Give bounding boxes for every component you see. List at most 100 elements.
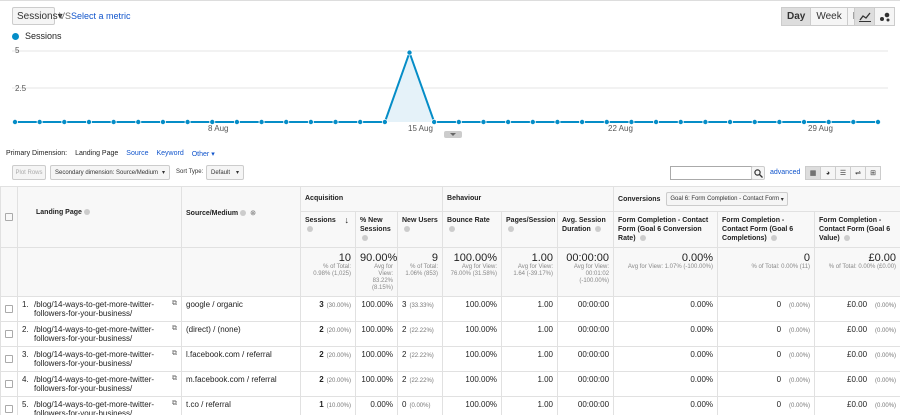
sessions-data-point[interactable] <box>406 49 413 56</box>
pages-session-header[interactable]: Pages/Session <box>501 211 559 248</box>
sessions-data-point[interactable] <box>850 119 857 126</box>
sessions-data-point[interactable] <box>776 119 783 126</box>
sessions-data-point[interactable] <box>480 119 487 126</box>
period-week-button[interactable]: Week <box>810 7 848 26</box>
source-medium-header[interactable]: Source/Medium ⊗ <box>181 186 301 248</box>
new-users-header[interactable]: New Users <box>396 211 444 248</box>
sessions-line-chart[interactable]: 5 2.5 8 Aug 15 Aug 22 Aug 29 Aug <box>0 40 900 140</box>
sessions-data-point[interactable] <box>529 119 536 126</box>
motion-chart-button[interactable] <box>874 7 895 26</box>
primary-dimension-source[interactable]: Source <box>126 150 149 157</box>
sessions-data-point[interactable] <box>357 119 364 126</box>
source-medium-link[interactable]: (direct) / (none) <box>186 325 241 334</box>
row-checkbox[interactable] <box>5 305 13 313</box>
sessions-data-point[interactable] <box>135 119 142 126</box>
period-day-button[interactable]: Day <box>781 7 812 26</box>
sessions-data-point[interactable] <box>677 119 684 126</box>
pivot-view-button[interactable]: ⊞ <box>865 166 881 180</box>
performance-view-button[interactable]: ☰ <box>835 166 851 180</box>
sessions-data-point[interactable] <box>825 119 832 126</box>
table-row[interactable]: 3. /blog/14-ways-to-get-more-twitter-fol… <box>0 346 900 372</box>
sessions-data-point[interactable] <box>653 119 660 126</box>
chart-points[interactable] <box>11 49 882 126</box>
help-icon[interactable] <box>240 210 247 217</box>
sessions-data-point[interactable] <box>702 119 709 126</box>
help-icon[interactable] <box>83 209 90 216</box>
select-metric-link[interactable]: Select a metric <box>71 11 131 21</box>
select-all-cell[interactable] <box>0 186 18 248</box>
sessions-data-point[interactable] <box>209 119 216 126</box>
sessions-data-point[interactable] <box>36 119 43 126</box>
table-search-input[interactable] <box>670 166 752 180</box>
sessions-data-point[interactable] <box>332 119 339 126</box>
table-row[interactable]: 1. /blog/14-ways-to-get-more-twitter-fol… <box>0 296 900 322</box>
sessions-data-point[interactable] <box>431 119 438 126</box>
sessions-data-point[interactable] <box>283 119 290 126</box>
comparison-view-button[interactable]: ⇌ <box>850 166 866 180</box>
table-row[interactable]: 5. /blog/14-ways-to-get-more-twitter-fol… <box>0 396 900 415</box>
sessions-data-point[interactable] <box>603 119 610 126</box>
source-medium-link[interactable]: t.co / referral <box>186 400 231 409</box>
open-page-icon[interactable]: ⧉ <box>172 350 177 357</box>
landing-page-header[interactable]: Landing Page <box>17 186 182 248</box>
open-page-icon[interactable]: ⧉ <box>172 325 177 332</box>
row-checkbox[interactable] <box>5 405 13 413</box>
table-row[interactable]: 4. /blog/14-ways-to-get-more-twitter-fol… <box>0 371 900 397</box>
source-medium-link[interactable]: m.facebook.com / referral <box>186 375 277 384</box>
row-checkbox[interactable] <box>5 330 13 338</box>
help-icon[interactable] <box>307 226 313 233</box>
help-icon[interactable] <box>362 235 368 242</box>
sessions-data-point[interactable] <box>801 119 808 126</box>
sessions-data-point[interactable] <box>751 119 758 126</box>
conversion-rate-header[interactable]: Form Completion - Contact Form (Goal 6 C… <box>613 211 719 248</box>
sessions-data-point[interactable] <box>110 119 117 126</box>
metric-select[interactable]: Sessions ▾ <box>12 7 63 25</box>
avg-duration-header[interactable]: Avg. Session Duration <box>557 211 615 248</box>
sessions-data-point[interactable] <box>307 119 314 126</box>
sessions-data-point[interactable] <box>579 119 586 126</box>
sort-type-select[interactable]: Default ▾ <box>206 165 244 180</box>
sessions-data-point[interactable] <box>61 119 68 126</box>
advanced-filter-link[interactable]: advanced <box>770 169 801 176</box>
search-button[interactable] <box>751 166 765 180</box>
row-select-cell[interactable] <box>0 321 18 347</box>
landing-page-link[interactable]: /blog/14-ways-to-get-more-twitter-follow… <box>34 400 155 415</box>
goal-value-header[interactable]: Form Completion - Contact Form (Goal 6 V… <box>814 211 900 248</box>
line-chart-button[interactable] <box>854 7 875 26</box>
help-icon[interactable] <box>449 226 456 233</box>
help-icon[interactable] <box>594 226 601 233</box>
row-select-cell[interactable] <box>0 296 18 322</box>
sessions-data-point[interactable] <box>554 119 561 126</box>
sessions-data-point[interactable] <box>875 119 882 126</box>
close-icon[interactable]: ⊗ <box>250 210 256 217</box>
landing-page-link[interactable]: /blog/14-ways-to-get-more-twitter-follow… <box>34 300 155 318</box>
completions-header[interactable]: Form Completion - Contact Form (Goal 6 C… <box>717 211 816 248</box>
open-page-icon[interactable]: ⧉ <box>172 400 177 407</box>
sessions-data-point[interactable] <box>159 119 166 126</box>
help-icon[interactable] <box>404 226 410 233</box>
sessions-data-point[interactable] <box>505 119 512 126</box>
help-icon[interactable] <box>770 235 777 242</box>
open-page-icon[interactable]: ⧉ <box>172 375 177 382</box>
goal-select[interactable]: Goal 6: Form Completion - Contact Form ▾ <box>666 192 788 206</box>
open-page-icon[interactable]: ⧉ <box>172 300 177 307</box>
source-medium-link[interactable]: l.facebook.com / referral <box>186 350 272 359</box>
source-medium-link[interactable]: google / organic <box>186 300 243 309</box>
bounce-rate-header[interactable]: Bounce Rate <box>442 211 503 248</box>
row-checkbox[interactable] <box>5 355 13 363</box>
primary-dimension-other[interactable]: Other ▾ <box>192 150 215 158</box>
landing-page-link[interactable]: /blog/14-ways-to-get-more-twitter-follow… <box>34 375 155 393</box>
percentage-view-button[interactable]: ◕ <box>820 166 836 180</box>
secondary-dimension-select[interactable]: Secondary dimension: Source/Medium ▾ <box>50 165 170 180</box>
row-select-cell[interactable] <box>0 346 18 372</box>
help-icon[interactable] <box>639 235 646 242</box>
sessions-data-point[interactable] <box>455 119 462 126</box>
primary-dimension-keyword[interactable]: Keyword <box>156 150 184 157</box>
sessions-data-point[interactable] <box>628 119 635 126</box>
sessions-data-point[interactable] <box>184 119 191 126</box>
help-icon[interactable] <box>843 235 850 242</box>
plot-rows-button[interactable]: Plot Rows <box>12 165 46 180</box>
sessions-data-point[interactable] <box>233 119 240 126</box>
primary-dimension-landing-page[interactable]: Landing Page <box>75 150 119 157</box>
new-sessions-header[interactable]: % New Sessions <box>355 211 398 248</box>
